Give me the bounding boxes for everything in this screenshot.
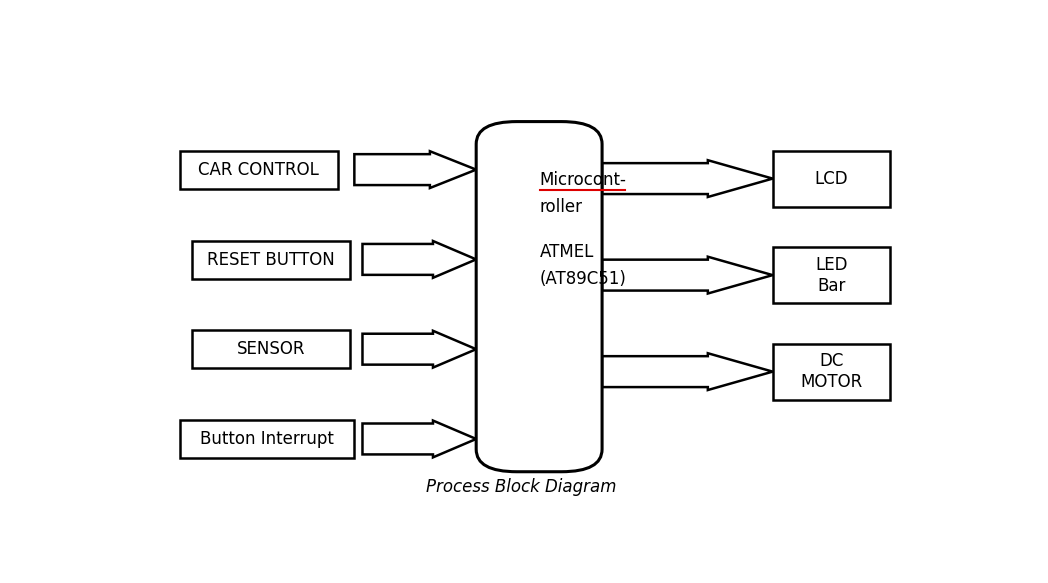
Text: LED
Bar: LED Bar <box>815 256 848 295</box>
Polygon shape <box>363 420 476 458</box>
Polygon shape <box>363 241 476 278</box>
FancyBboxPatch shape <box>180 420 354 458</box>
Text: Process Block Diagram: Process Block Diagram <box>425 479 616 497</box>
Text: CAR CONTROL: CAR CONTROL <box>198 161 320 179</box>
Text: RESET BUTTON: RESET BUTTON <box>208 251 335 269</box>
Text: ATMEL: ATMEL <box>540 243 594 261</box>
Polygon shape <box>354 151 476 188</box>
Text: LCD: LCD <box>814 170 848 188</box>
Text: Microcont-: Microcont- <box>540 171 627 189</box>
Text: DC
MOTOR: DC MOTOR <box>801 353 863 391</box>
Text: Button Interrupt: Button Interrupt <box>200 430 334 448</box>
FancyBboxPatch shape <box>192 241 350 279</box>
Polygon shape <box>602 257 772 293</box>
FancyBboxPatch shape <box>772 247 891 303</box>
FancyBboxPatch shape <box>772 344 891 400</box>
Polygon shape <box>363 331 476 368</box>
FancyBboxPatch shape <box>192 331 350 368</box>
FancyBboxPatch shape <box>476 122 602 472</box>
Polygon shape <box>602 353 772 390</box>
Polygon shape <box>602 160 772 197</box>
Text: roller: roller <box>540 198 583 216</box>
Text: (AT89C51): (AT89C51) <box>540 270 627 287</box>
FancyBboxPatch shape <box>772 151 891 207</box>
Text: SENSOR: SENSOR <box>237 340 305 359</box>
FancyBboxPatch shape <box>180 151 339 189</box>
